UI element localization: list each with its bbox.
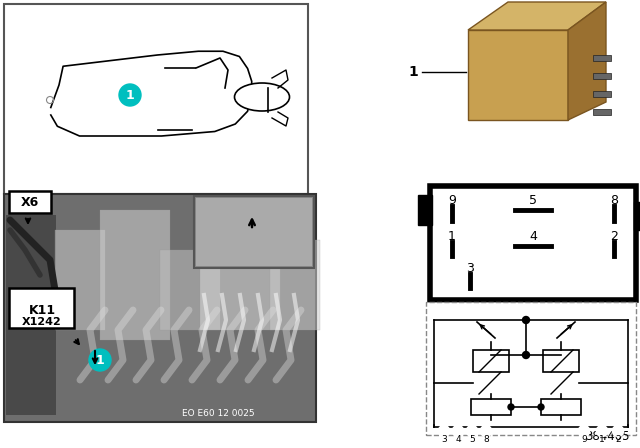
- Bar: [426, 302, 636, 435]
- Text: 5: 5: [529, 194, 537, 207]
- Bar: [9, 191, 51, 213]
- Bar: [4, 194, 316, 422]
- Bar: [468, 30, 568, 120]
- Text: X6: X6: [21, 195, 39, 208]
- Bar: [593, 73, 611, 79]
- Bar: [9, 288, 74, 328]
- Circle shape: [508, 404, 514, 410]
- Text: EO E60 12 0025: EO E60 12 0025: [182, 409, 255, 418]
- Circle shape: [522, 316, 529, 323]
- Text: 5: 5: [469, 435, 475, 444]
- Text: 9: 9: [448, 194, 456, 207]
- Bar: [270, 240, 320, 330]
- Text: 3: 3: [466, 262, 474, 275]
- Text: K11: K11: [28, 305, 56, 318]
- Bar: [418, 195, 432, 225]
- Circle shape: [522, 352, 529, 358]
- Circle shape: [596, 426, 607, 436]
- Bar: [6, 215, 56, 415]
- Circle shape: [467, 426, 477, 436]
- Bar: [593, 109, 611, 115]
- Polygon shape: [468, 2, 606, 30]
- Circle shape: [538, 404, 544, 410]
- Circle shape: [89, 349, 111, 371]
- Polygon shape: [568, 2, 606, 120]
- Bar: [471, 399, 511, 415]
- Bar: [473, 350, 509, 372]
- Circle shape: [438, 426, 449, 436]
- Bar: [100, 210, 170, 340]
- Bar: [634, 202, 640, 230]
- Text: 2: 2: [615, 435, 621, 444]
- Ellipse shape: [234, 83, 289, 111]
- Text: 1: 1: [408, 65, 418, 79]
- Text: 384405: 384405: [586, 430, 630, 443]
- Text: 2: 2: [610, 229, 618, 242]
- Bar: [200, 220, 280, 330]
- Bar: [55, 230, 105, 330]
- Text: 3: 3: [441, 435, 447, 444]
- Bar: [541, 399, 581, 415]
- Bar: [194, 196, 314, 268]
- Circle shape: [452, 426, 463, 436]
- Circle shape: [481, 426, 492, 436]
- Text: 1: 1: [599, 435, 605, 444]
- Circle shape: [119, 84, 141, 106]
- Circle shape: [612, 426, 623, 436]
- Text: 4: 4: [455, 435, 461, 444]
- Text: 9: 9: [581, 435, 587, 444]
- Text: 1: 1: [95, 353, 104, 366]
- Text: 4: 4: [529, 229, 537, 242]
- Bar: [430, 186, 636, 300]
- Text: 8: 8: [610, 194, 618, 207]
- Bar: [593, 91, 611, 97]
- Text: X1242: X1242: [22, 317, 62, 327]
- Bar: [593, 55, 611, 61]
- Text: 8: 8: [483, 435, 489, 444]
- Bar: [4, 4, 308, 194]
- Bar: [160, 250, 220, 330]
- Text: 1: 1: [125, 89, 134, 102]
- Text: 1: 1: [448, 229, 456, 242]
- Bar: [196, 198, 312, 266]
- Circle shape: [579, 426, 589, 436]
- Bar: [543, 350, 579, 372]
